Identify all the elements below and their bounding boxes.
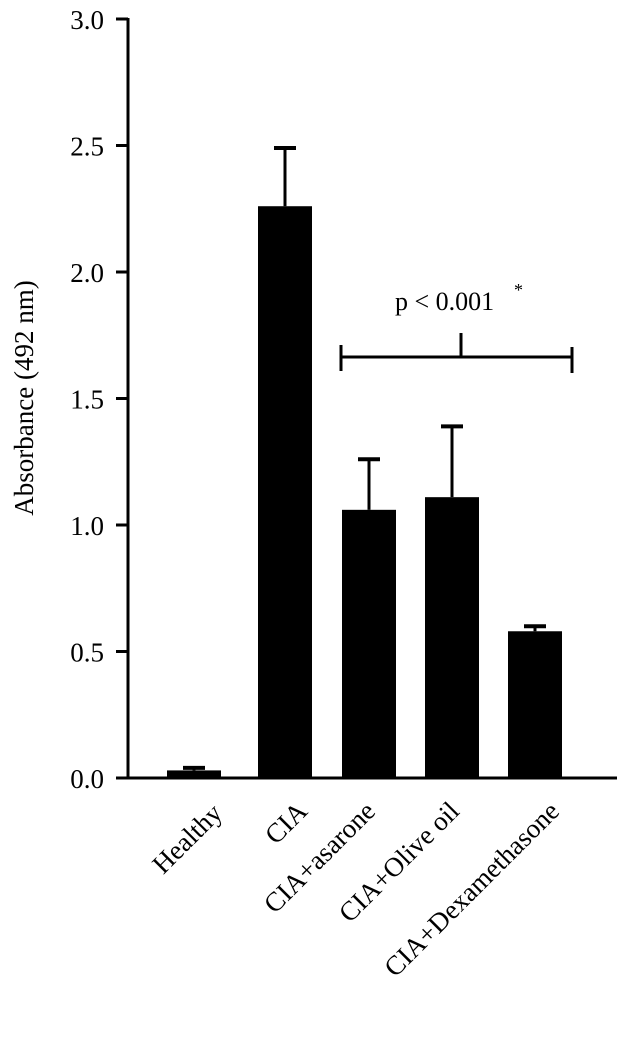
y-axis: 0.0 0.5 1.0 1.5 2.0 2.5 3.0: [70, 5, 130, 794]
y-tick-label: 0.0: [70, 764, 104, 794]
x-tick-label: CIA+Dexamethasone: [378, 796, 565, 983]
significance-label: p < 0.001: [395, 287, 494, 316]
bar: [167, 770, 221, 778]
bar: [258, 206, 312, 779]
y-tick-label: 2.5: [70, 132, 104, 162]
bar: [508, 631, 562, 778]
y-tick-label: 2.0: [70, 258, 104, 288]
y-tick-label: 1.0: [70, 511, 104, 541]
y-tick-label: 1.5: [70, 385, 104, 415]
significance-bracket: p < 0.001 *: [339, 280, 574, 373]
significance-asterisk: *: [514, 280, 523, 300]
bars: [167, 146, 562, 779]
y-tick-label: 0.5: [70, 638, 104, 668]
y-axis-title: Absorbance (492 nm): [9, 280, 39, 515]
y-tick-label: 3.0: [70, 5, 104, 35]
bar: [342, 509, 396, 778]
bar: [425, 497, 479, 778]
x-tick-label: Healthy: [146, 797, 228, 879]
x-tick-label: CIA: [259, 795, 313, 849]
